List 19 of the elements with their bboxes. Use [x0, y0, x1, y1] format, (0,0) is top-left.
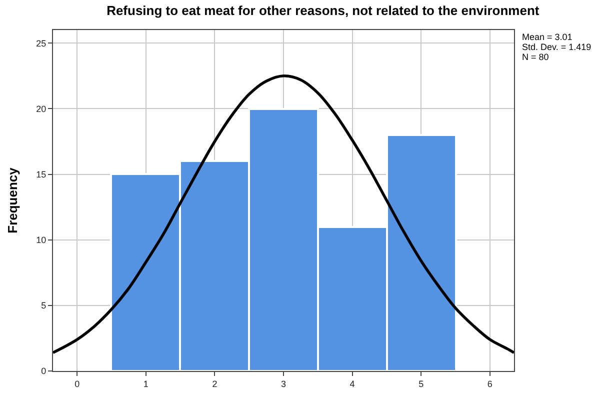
x-tick-label: 1: [143, 378, 148, 389]
x-tick-label: 4: [350, 378, 355, 389]
y-axis-title: Frequency: [5, 166, 20, 234]
y-tick-label: 0: [41, 366, 46, 376]
text: N = 80: [522, 52, 549, 62]
text: Std. Dev. = 1.419: [522, 42, 592, 52]
y-tick-label: 5: [41, 300, 46, 311]
y-tick-label: 20: [36, 104, 46, 114]
x-tick-label: 5: [418, 378, 424, 389]
y-tick-label: 25: [36, 38, 46, 48]
line-series: [53, 74, 514, 354]
text: Mean = 3.01: [522, 32, 572, 42]
x-tick-label: 6: [487, 378, 492, 389]
y-tick-label: 10: [36, 235, 46, 245]
x-tick-label: 0: [74, 378, 80, 389]
x-tick-label: 3: [280, 378, 286, 389]
chart-title: Refusing to eat meat for other reasons, not related to the environment: [106, 3, 540, 18]
x-tick-label: 2: [212, 378, 218, 389]
y-tick-label: 15: [36, 169, 46, 180]
